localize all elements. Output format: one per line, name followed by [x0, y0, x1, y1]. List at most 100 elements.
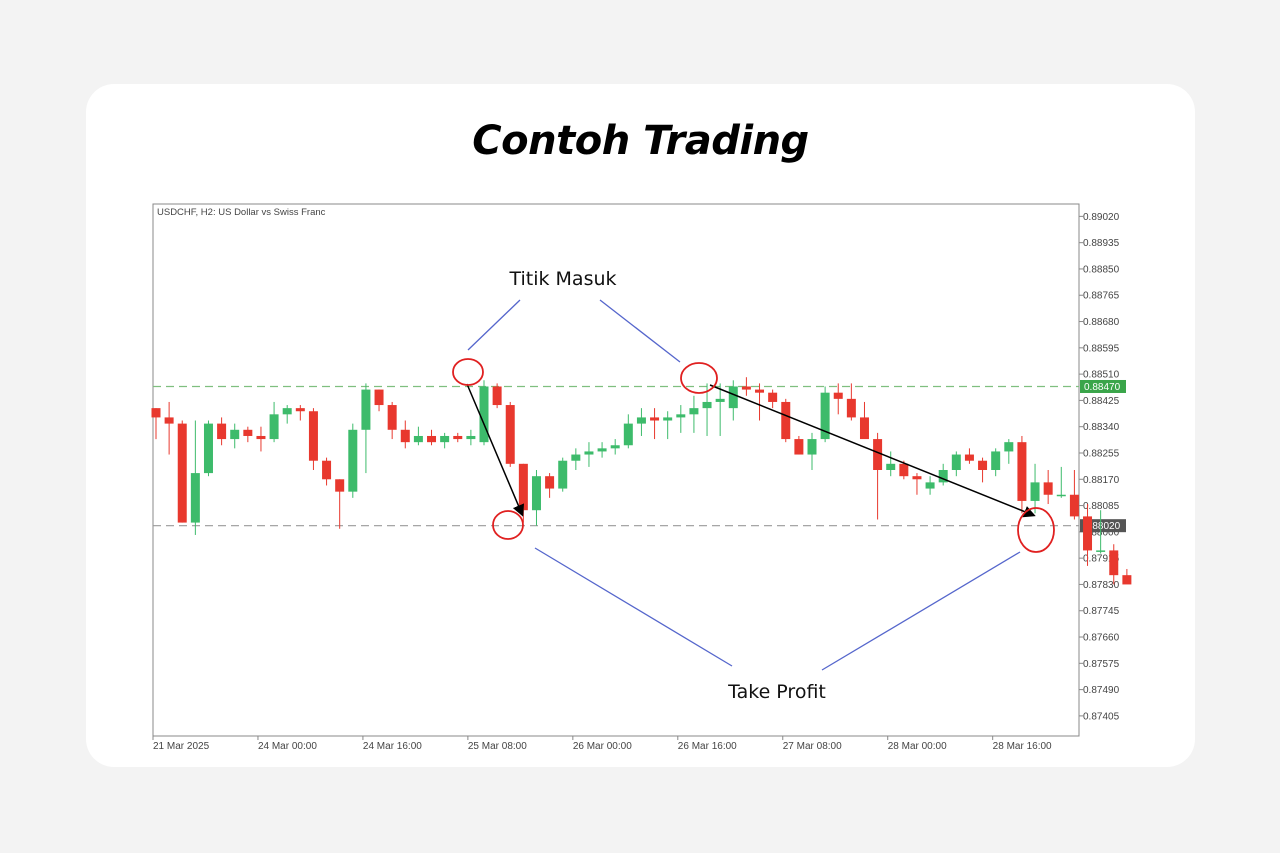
candle-body	[846, 398, 856, 418]
x-tick-label: 21 Mar 2025	[153, 741, 210, 752]
candle-body	[1109, 550, 1119, 576]
candle-body	[873, 439, 883, 470]
level-price-label: 0.88020	[1084, 521, 1121, 532]
candle-body	[217, 423, 227, 440]
candle-body	[427, 435, 437, 443]
y-tick-label: 0.87915	[1083, 554, 1120, 565]
take-profit-circle	[1017, 507, 1055, 553]
candle-body	[1056, 494, 1066, 497]
x-tick-label: 27 Mar 08:00	[783, 741, 842, 752]
candle-body	[859, 417, 869, 440]
y-tick-label: 0.88935	[1083, 238, 1120, 249]
y-tick-label: 0.88000	[1083, 527, 1120, 538]
candle-body	[807, 439, 817, 455]
candle-body	[715, 398, 725, 402]
candle-body	[1017, 442, 1027, 501]
candle-body	[768, 392, 778, 402]
candle-body	[912, 476, 922, 480]
candle-body	[1043, 482, 1053, 495]
candle-body	[1096, 550, 1106, 552]
candle-body	[899, 463, 909, 477]
page-title: Contoh Trading	[472, 118, 809, 164]
y-tick-label: 0.87490	[1083, 685, 1120, 696]
x-tick-label: 26 Mar 00:00	[573, 741, 632, 752]
candle-body	[650, 417, 660, 421]
candle-body	[308, 411, 318, 461]
candle-body	[886, 463, 896, 470]
y-tick-label: 0.88255	[1083, 448, 1120, 459]
candle-body	[623, 423, 633, 446]
candle-body	[492, 386, 502, 406]
candle-body	[571, 454, 581, 461]
candle-body	[400, 429, 410, 443]
candle-body	[951, 454, 961, 470]
candle-body	[374, 389, 384, 406]
candle-body	[387, 405, 397, 430]
candle-body	[295, 408, 305, 412]
candle-body	[348, 429, 358, 492]
y-tick-label: 0.87830	[1083, 580, 1120, 591]
candle-body	[597, 448, 607, 452]
y-tick-label: 0.88510	[1083, 370, 1120, 381]
x-tick-label: 25 Mar 08:00	[468, 741, 527, 752]
candle-body	[558, 460, 568, 489]
candle-body	[269, 414, 279, 440]
candle-body	[531, 476, 541, 511]
candle-body	[663, 417, 673, 421]
candle-body	[466, 435, 476, 440]
candle-body	[794, 439, 804, 455]
candle-body	[833, 392, 843, 399]
candle-body	[518, 463, 528, 511]
symbol-label: USDCHF, H2: US Dollar vs Swiss Franc	[157, 207, 326, 218]
y-tick-label: 0.87660	[1083, 633, 1120, 644]
candle-body	[545, 476, 555, 489]
y-tick-label: 0.87405	[1083, 711, 1120, 722]
candle-body	[322, 460, 332, 480]
y-tick-label: 0.87745	[1083, 606, 1120, 617]
entry-circle	[680, 362, 718, 394]
candle-body	[203, 423, 213, 474]
y-tick-label: 0.88680	[1083, 317, 1120, 328]
candle-body	[1069, 494, 1079, 517]
x-tick-label: 28 Mar 00:00	[888, 741, 947, 752]
y-tick-label: 0.88765	[1083, 291, 1120, 302]
x-tick-label: 26 Mar 16:00	[678, 741, 737, 752]
y-tick-label: 0.88850	[1083, 264, 1120, 275]
candle-body	[440, 435, 450, 443]
entry-point-label: Titik Masuk	[508, 268, 616, 290]
annotation-connector	[467, 299, 521, 351]
entry-circle	[452, 358, 484, 386]
level-price-box	[1080, 379, 1126, 393]
x-tick-label: 28 Mar 16:00	[993, 741, 1052, 752]
level-price-label: 0.88470	[1084, 382, 1121, 393]
take-profit-circle	[492, 510, 524, 540]
plot-frame	[152, 203, 1080, 737]
candle-body	[702, 401, 712, 409]
candle-body	[335, 479, 345, 492]
candle-body	[741, 386, 751, 390]
candle-body	[925, 482, 935, 489]
y-tick-label: 0.89020	[1083, 212, 1120, 223]
candle-body	[190, 473, 200, 523]
candle-body	[1004, 442, 1014, 452]
candle-body	[991, 451, 1001, 470]
y-tick-label: 0.88595	[1083, 343, 1120, 354]
x-tick-label: 24 Mar 16:00	[363, 741, 422, 752]
candle-body	[177, 423, 187, 523]
candle-body	[151, 408, 161, 418]
y-tick-label: 0.88425	[1083, 396, 1120, 407]
annotation-connector	[534, 547, 733, 667]
take-profit-label: Take Profit	[727, 681, 826, 703]
annotation-connector	[599, 299, 681, 363]
y-tick-label: 0.88170	[1083, 475, 1120, 486]
candle-body	[938, 470, 948, 483]
candle-body	[964, 454, 974, 461]
candle-body	[230, 429, 240, 440]
candle-body	[1083, 516, 1093, 551]
candle-body	[978, 460, 988, 470]
candle-body	[479, 386, 489, 443]
y-tick-label: 0.87575	[1083, 659, 1120, 670]
candle-body	[256, 435, 266, 440]
candle-body	[164, 417, 174, 424]
candle-body	[243, 429, 253, 436]
